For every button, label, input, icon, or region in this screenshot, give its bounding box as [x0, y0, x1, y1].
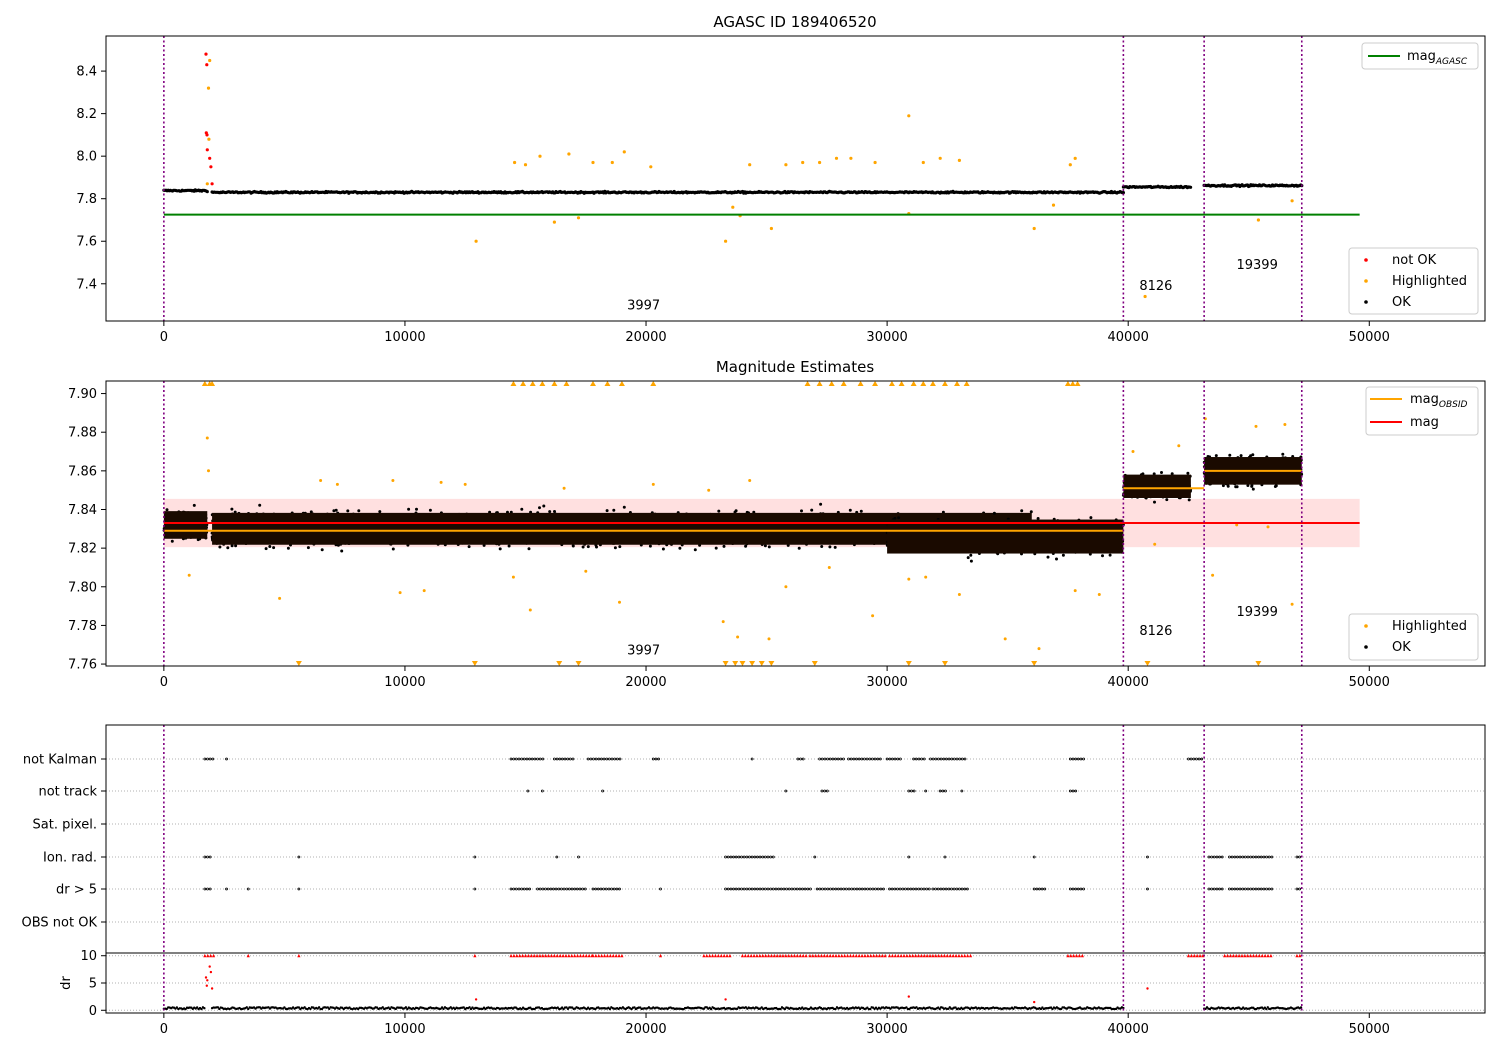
p1-ok-points	[1202, 183, 1304, 189]
p2-axes-layer: 0 10000 20000 30000 40000 50000 7.76 7.78 7.80 7.…	[68, 387, 1390, 690]
p1-legend-lower[interactable]: not OK Highlighted OK	[1348, 247, 1479, 315]
p2-legend-upper[interactable]: magOBSID mag	[1365, 386, 1479, 436]
p3-dr-ok-points	[162, 1006, 1303, 1011]
p2-ytick-label: 7.78	[68, 619, 97, 634]
p3-xtick-label: 30000	[866, 1022, 907, 1037]
p2-ok-core	[887, 519, 1124, 554]
p3-flag-label: not Kalman	[23, 753, 97, 768]
panel-magnitude-estimates: Magnitude Estimates 3997 8126 19399 0 10000…	[68, 358, 1486, 690]
p2-obsid-label: 19399	[1236, 605, 1277, 620]
p1-xtick-label: 10000	[384, 330, 425, 345]
p1-ok-points	[162, 188, 209, 194]
p3-flag-points	[526, 789, 1078, 793]
panel2-frame	[105, 380, 1486, 667]
p3-axes-layer: not Kalman not track Sat. pixel. Ion. rad. d…	[22, 753, 1390, 1038]
p1-ytick-label: 8.4	[76, 65, 97, 80]
p3-dr-ylabel: dr	[59, 976, 74, 990]
p3-xtick-label: 10000	[384, 1022, 425, 1037]
p2-ytick-label: 7.88	[68, 426, 97, 441]
p3-flag-points	[203, 887, 1302, 891]
p2-ytick-label: 7.84	[68, 503, 97, 518]
p3-xtick-label: 20000	[625, 1022, 666, 1037]
p1-xtick-label: 50000	[1349, 330, 1390, 345]
panel3-frame	[105, 724, 1486, 1014]
p3-flag-label: Sat. pixel.	[33, 818, 97, 833]
p1-ytick-label: 7.8	[76, 192, 97, 207]
p2-clipped-high-markers	[201, 381, 1081, 386]
p1-points-layer	[162, 52, 1304, 299]
p3-dr-tick-label: 5	[89, 977, 97, 992]
p3-flag-label: Ion. rad.	[43, 851, 97, 866]
p2-legend-obsid-label: magOBSID	[1410, 392, 1468, 410]
p1-obsid-label: 19399	[1236, 258, 1277, 273]
p3-points-layer	[162, 725, 1303, 1013]
p1-ytick-label: 8.2	[76, 107, 97, 122]
p2-xtick-label: 30000	[866, 675, 907, 690]
p1-ytick-label: 8.0	[76, 150, 97, 165]
p3-flag-label: dr > 5	[56, 883, 97, 898]
p1-axes-layer: 0 10000 20000 30000 40000 50000 7.4 7.6 7.8 8.0 8.…	[76, 65, 1390, 345]
p2-ytick-label: 7.90	[68, 387, 97, 402]
p2-legend-lower[interactable]: Highlighted OK	[1348, 613, 1479, 661]
panel1-title: AGASC ID 189406520	[713, 13, 876, 31]
p2-ytick-label: 7.76	[68, 658, 97, 673]
p1-xtick-label: 20000	[625, 330, 666, 345]
p1-ok-points	[210, 189, 1125, 195]
p3-dr-clipped-markers	[203, 953, 1302, 958]
panel-flags-and-dr: not Kalman not track Sat. pixel. Ion. rad. d…	[22, 724, 1486, 1038]
p1-legend-upper[interactable]: magAGASC	[1361, 42, 1479, 70]
panel-agasc-magnitude: AGASC ID 189406520 3997 8126 19399 0 10000 2…	[76, 13, 1486, 345]
p2-legend-ok: OK	[1392, 640, 1411, 655]
p2-obsid-label: 3997	[627, 643, 660, 658]
p2-xtick-label: 10000	[384, 675, 425, 690]
p1-ytick-label: 7.6	[76, 235, 97, 250]
p3-flag-points	[203, 757, 1204, 761]
panel2-title: Magnitude Estimates	[716, 358, 874, 376]
p3-xtick-label: 40000	[1108, 1022, 1149, 1037]
p2-xtick-label: 40000	[1108, 675, 1149, 690]
p1-legend-ok: OK	[1392, 295, 1411, 310]
p3-flag-points	[203, 855, 1302, 859]
p2-lines-layer: 3997 8126 19399	[163, 381, 1360, 666]
p1-ytick-label: 7.4	[76, 277, 97, 292]
p3-xtick-label: 50000	[1349, 1022, 1390, 1037]
p2-legend-mag-label: mag	[1410, 415, 1439, 430]
p1-legend-agasc-label: magAGASC	[1407, 49, 1468, 67]
panel1-frame	[105, 35, 1486, 322]
p3-dr-tick-label: 10	[80, 949, 97, 964]
p3-xtick-label: 0	[160, 1022, 168, 1037]
p1-not-ok-points	[204, 52, 214, 186]
p1-obsid-label: 3997	[627, 298, 660, 313]
p1-legend-highlighted: Highlighted	[1392, 274, 1467, 289]
p2-xtick-label: 0	[160, 675, 168, 690]
p1-lines-layer: 3997 8126 19399	[163, 36, 1360, 321]
p1-obsid-label: 8126	[1139, 279, 1172, 294]
p2-ytick-label: 7.80	[68, 580, 97, 595]
p2-ytick-label: 7.82	[68, 542, 97, 557]
p1-xtick-label: 40000	[1108, 330, 1149, 345]
p2-xtick-label: 50000	[1349, 675, 1390, 690]
p3-dr-tick-label: 0	[89, 1004, 97, 1019]
p2-legend-highlighted: Highlighted	[1392, 619, 1467, 634]
p2-obsid-label: 8126	[1139, 624, 1172, 639]
p1-ok-points	[1121, 184, 1193, 190]
p3-flag-label: OBS not OK	[22, 916, 98, 931]
p3-flag-label: not track	[38, 785, 97, 800]
p1-xtick-label: 0	[160, 330, 168, 345]
p2-xtick-label: 20000	[625, 675, 666, 690]
p2-ytick-label: 7.86	[68, 464, 97, 479]
p1-xtick-label: 30000	[866, 330, 907, 345]
p2-ok-core	[163, 511, 208, 539]
p1-legend-notok: not OK	[1392, 253, 1437, 268]
p2-points-layer	[162, 381, 1304, 666]
p2-ok-core	[1123, 474, 1191, 498]
